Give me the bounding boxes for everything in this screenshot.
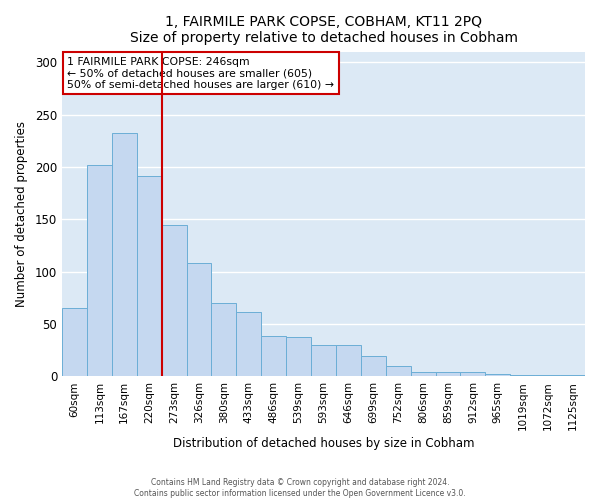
- Y-axis label: Number of detached properties: Number of detached properties: [15, 121, 28, 307]
- Title: 1, FAIRMILE PARK COPSE, COBHAM, KT11 2PQ
Size of property relative to detached h: 1, FAIRMILE PARK COPSE, COBHAM, KT11 2PQ…: [130, 15, 518, 45]
- Bar: [436, 372, 460, 376]
- Bar: [286, 336, 311, 376]
- Bar: [87, 165, 112, 376]
- Text: 1 FAIRMILE PARK COPSE: 246sqm
← 50% of detached houses are smaller (605)
50% of : 1 FAIRMILE PARK COPSE: 246sqm ← 50% of d…: [67, 57, 334, 90]
- Bar: [410, 372, 436, 376]
- Text: Contains HM Land Registry data © Crown copyright and database right 2024.
Contai: Contains HM Land Registry data © Crown c…: [134, 478, 466, 498]
- Bar: [386, 366, 410, 376]
- Bar: [161, 224, 187, 376]
- Bar: [112, 132, 137, 376]
- Bar: [261, 336, 286, 376]
- X-axis label: Distribution of detached houses by size in Cobham: Distribution of detached houses by size …: [173, 437, 474, 450]
- Bar: [236, 312, 261, 376]
- Bar: [211, 303, 236, 376]
- Bar: [460, 372, 485, 376]
- Bar: [311, 345, 336, 376]
- Bar: [62, 308, 87, 376]
- Bar: [137, 176, 161, 376]
- Bar: [485, 374, 510, 376]
- Bar: [361, 356, 386, 376]
- Bar: [336, 345, 361, 376]
- Bar: [187, 264, 211, 376]
